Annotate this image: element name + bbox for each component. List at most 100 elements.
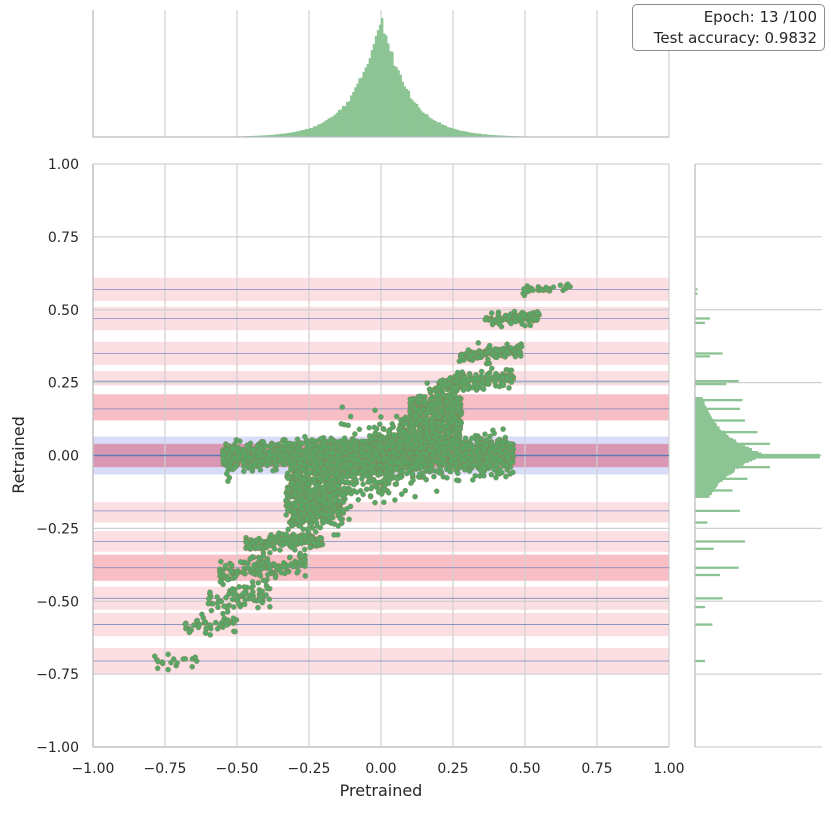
scatter-point — [246, 545, 251, 550]
scatter-point — [466, 455, 471, 460]
scatter-point — [481, 446, 486, 451]
top-hist-bar — [321, 123, 323, 137]
scatter-point — [499, 470, 504, 475]
scatter-point — [303, 557, 308, 562]
scatter-point — [417, 472, 422, 477]
top-hist-bar — [412, 100, 414, 137]
scatter-point — [429, 397, 434, 402]
top-hist-bar — [420, 110, 422, 137]
scatter-point — [305, 517, 310, 522]
scatter-point — [386, 490, 391, 495]
scatter-point — [309, 521, 314, 526]
scatter-point — [308, 545, 313, 550]
scatter-point — [255, 605, 260, 610]
scatter-point — [273, 563, 278, 568]
scatter-point — [307, 496, 312, 501]
scatter-point — [341, 465, 346, 470]
top-hist-bar — [313, 126, 315, 137]
scatter-point — [442, 435, 447, 440]
scatter-point — [566, 284, 571, 289]
scatter-point — [489, 472, 494, 477]
scatter-point — [236, 601, 241, 606]
scatter-point — [479, 381, 484, 386]
scatter-point — [487, 349, 492, 354]
scatter-point — [225, 577, 230, 582]
top-hist-bar — [342, 106, 344, 137]
scatter-point — [341, 486, 346, 491]
scatter-point — [418, 439, 423, 444]
top-hist-bar — [367, 64, 369, 137]
scatter-point — [476, 340, 481, 345]
top-hist-bar — [346, 102, 348, 137]
scatter-point — [290, 523, 295, 528]
top-hist-bar — [290, 133, 292, 137]
scatter-point — [281, 447, 286, 452]
scatter-point — [238, 559, 243, 564]
scatter-point — [423, 398, 428, 403]
scatter-point — [272, 546, 277, 551]
scatter-point — [220, 611, 225, 616]
scatter-point — [232, 575, 237, 580]
scatter-point — [317, 498, 322, 503]
scatter-point — [311, 451, 316, 456]
x-tick-label: −1.00 — [72, 761, 115, 777]
right-hist-bar — [695, 521, 708, 523]
scatter-point — [341, 479, 346, 484]
scatter-point — [489, 311, 494, 316]
scatter-point — [340, 405, 345, 410]
top-hist-bar — [428, 117, 430, 137]
scatter-point — [503, 474, 508, 479]
right-hist-bar — [695, 355, 710, 357]
scatter-point — [283, 441, 288, 446]
scatter-point — [320, 518, 325, 523]
top-hist-bar — [301, 130, 303, 137]
scatter-point — [335, 484, 340, 489]
top-hist-bar — [299, 131, 301, 137]
scatter-point — [390, 425, 395, 430]
top-hist-bar — [315, 126, 317, 137]
scatter-point — [317, 541, 322, 546]
top-hist-bar — [453, 129, 455, 137]
scatter-point — [543, 285, 548, 290]
scatter-point — [166, 667, 171, 672]
right-hist-bar — [695, 510, 740, 512]
scatter-point — [286, 476, 291, 481]
scatter-point — [265, 542, 270, 547]
scatter-point — [433, 468, 438, 473]
scatter-point — [183, 622, 188, 627]
scatter-point — [351, 468, 356, 473]
top-hist-bar — [338, 110, 340, 137]
scatter-point — [381, 427, 386, 432]
scatter-point — [302, 547, 307, 552]
scatter-point — [208, 632, 213, 637]
scatter-point — [506, 385, 511, 390]
scatter-point — [369, 486, 374, 491]
scatter-point — [401, 416, 406, 421]
top-hist-bar — [463, 131, 465, 137]
scatter-point — [286, 487, 291, 492]
scatter-point — [381, 500, 386, 505]
scatter-point — [500, 440, 505, 445]
scatter-point — [339, 521, 344, 526]
scatter-point — [517, 316, 522, 321]
scatter-point — [319, 536, 324, 541]
top-hist-bar — [383, 33, 385, 137]
scatter-point — [442, 383, 447, 388]
scatter-point — [218, 570, 223, 575]
scatter-point — [378, 444, 383, 449]
scatter-point — [325, 462, 330, 467]
scatter-point — [395, 476, 400, 481]
scatter-point — [299, 541, 304, 546]
scatter-point — [360, 462, 365, 467]
right-hist-bar — [695, 567, 739, 569]
scatter-point — [322, 443, 327, 448]
scatter-point — [450, 437, 455, 442]
top-hist-bar — [430, 119, 432, 137]
top-hist-bar — [317, 124, 319, 137]
scatter-point — [292, 492, 297, 497]
scatter-point — [373, 480, 378, 485]
scatter-point — [277, 568, 282, 573]
scatter-point — [285, 537, 290, 542]
top-hist-bar — [350, 95, 352, 137]
scatter-point — [349, 491, 354, 496]
